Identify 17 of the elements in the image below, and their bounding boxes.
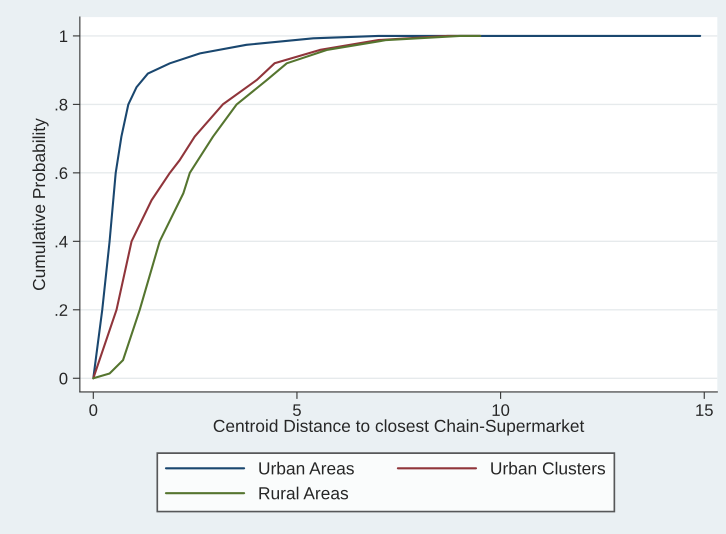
y-tick-label: .8	[56, 98, 68, 111]
x-tick-label: 15	[696, 404, 713, 416]
legend-label: Urban Areas	[259, 462, 354, 475]
y-tick-label: .2	[56, 304, 68, 316]
y-tick-label: 0	[59, 372, 68, 384]
legend-label: Urban Clusters	[491, 462, 606, 475]
x-axis-title: Centroid Distance to closest Chain-Supermarket	[214, 419, 584, 436]
y-tick-label: 1	[60, 30, 68, 42]
x-tick-label: 0	[89, 404, 98, 416]
line-series	[92, 34, 482, 380]
legend-label: Rural Areas	[259, 486, 348, 500]
x-tick-label: 10	[492, 404, 510, 416]
y-tick-label: .6	[56, 167, 68, 180]
x-tick-label: 5	[292, 404, 301, 416]
line-series	[92, 34, 702, 380]
y-axis-title: Cumulative Probability	[32, 118, 49, 290]
y-tick-label: .4	[56, 236, 68, 248]
